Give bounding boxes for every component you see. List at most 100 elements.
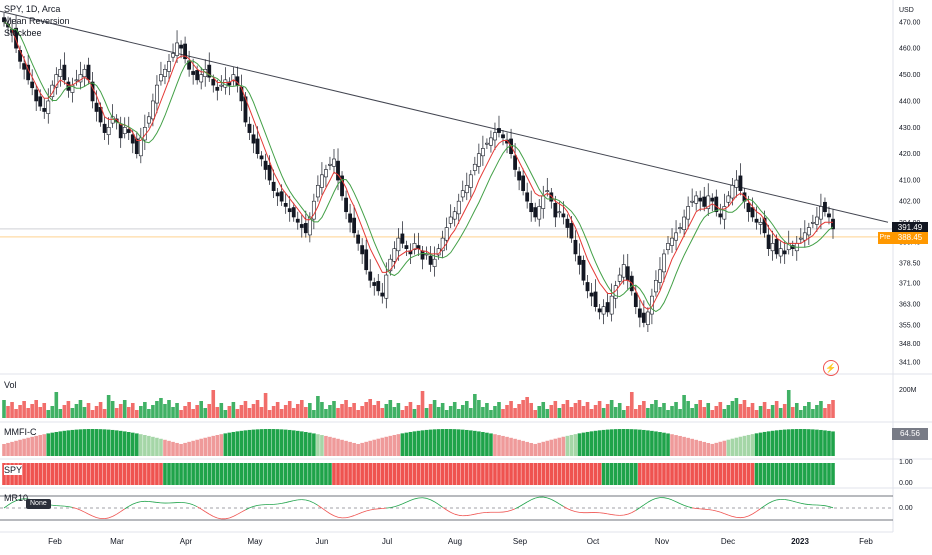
candle-body [332, 159, 335, 166]
volume-bar [199, 401, 203, 418]
ema-fast-line [4, 22, 833, 310]
volume-pane-label[interactable]: Vol [4, 380, 17, 390]
candle-body [353, 218, 356, 233]
mmfi-pane-label[interactable]: MMFI-C [4, 427, 37, 437]
volume-bar [115, 408, 119, 418]
mmfi-bar [497, 435, 501, 456]
candle-body [304, 223, 307, 232]
indicator-legend-stockbee[interactable]: Stockbee [4, 28, 42, 39]
mr10-line-segment [362, 511, 366, 512]
spy-regime-bar [586, 463, 590, 485]
candle-body [574, 240, 577, 254]
spy-regime-bar [550, 463, 554, 485]
mr10-line-segment [680, 504, 684, 506]
mr10-line-segment [330, 514, 334, 516]
volume-bar [505, 405, 509, 418]
mr10-line-segment [527, 500, 531, 502]
mmfi-bar [670, 434, 674, 456]
candle-body [192, 71, 195, 74]
mr10-line-segment [201, 509, 205, 512]
spy-regime-bar [698, 463, 702, 485]
mr10-none-tag[interactable]: None [26, 499, 51, 509]
indicator-legend-mean-reversion[interactable]: Mean Reversion [4, 16, 70, 27]
mr10-line-segment [84, 512, 88, 514]
spy-regime-bar [751, 463, 755, 485]
lightning-icon[interactable]: ⚡ [823, 360, 839, 376]
mmfi-bar [179, 444, 183, 456]
mmfi-bar [260, 429, 264, 456]
candle-body [83, 69, 86, 76]
candle-body [103, 124, 106, 132]
volume-bar [702, 407, 706, 418]
mmfi-bar [739, 437, 743, 456]
volume-bar [582, 406, 586, 418]
mr10-line-segment [451, 512, 455, 514]
volume-bar [678, 409, 682, 418]
spy-regime-bar [119, 463, 123, 485]
candle-body [63, 65, 66, 80]
volume-bar [694, 404, 698, 418]
candle-body [336, 161, 339, 180]
candle-body [578, 256, 581, 264]
mmfi-bar [340, 440, 344, 456]
mr10-line-segment [278, 503, 282, 504]
volume-bar [409, 402, 413, 418]
candle-body [47, 101, 50, 114]
volume-bar [642, 401, 646, 418]
mr10-line-segment [628, 513, 632, 515]
mr10-line-segment [394, 505, 398, 506]
volume-bar [2, 400, 6, 418]
mr10-pane-label[interactable]: MR10 [4, 493, 28, 503]
volume-bar [759, 406, 763, 418]
volume-bar [662, 403, 666, 418]
candle-body [811, 222, 814, 223]
price-tick-label: 348.00 [899, 341, 921, 348]
candle-body [377, 281, 380, 290]
candle-body [393, 249, 396, 262]
candle-body [662, 254, 665, 272]
candle-body [276, 193, 279, 196]
time-axis-label: May [247, 537, 262, 546]
spy-regime-bar [610, 463, 614, 485]
spy-regime-bar [666, 463, 670, 485]
spy-regime-bar [433, 463, 437, 485]
spy-regime-bar [304, 463, 308, 485]
mr10-line-segment [72, 507, 76, 508]
candle-body [135, 139, 138, 154]
mmfi-bar [803, 429, 807, 456]
mmfi-bar [807, 429, 811, 456]
mmfi-bar [71, 430, 75, 456]
volume-bar [791, 407, 795, 418]
spy-regime-bar [360, 463, 364, 485]
mmfi-bar [727, 440, 731, 456]
volume-bar [352, 403, 356, 418]
symbol-legend[interactable]: SPY, 1D, Arca [4, 4, 60, 15]
mr10-line-segment [402, 502, 406, 504]
volume-bar [135, 410, 139, 418]
mmfi-bar [413, 431, 417, 456]
volume-axis-label: 200M [899, 387, 917, 394]
spy-regime-bar [42, 463, 46, 485]
spy-regime-bar [356, 463, 360, 485]
spy-regime-bar [437, 463, 441, 485]
volume-bar [380, 408, 384, 418]
mmfi-bar [79, 429, 83, 456]
volume-bar [590, 409, 594, 418]
volume-bar [91, 410, 95, 418]
spy-pane-label[interactable]: SPY [4, 465, 22, 475]
mr10-line-segment [97, 518, 101, 519]
mmfi-bar [477, 431, 481, 456]
spy-regime-bar [30, 463, 34, 485]
mmfi-bar [453, 429, 457, 456]
mr10-line-segment [427, 498, 431, 499]
mr10-line-segment [153, 502, 157, 503]
mmfi-bar [248, 430, 252, 456]
time-axis-label: Sep [513, 537, 528, 546]
candle-body [602, 307, 605, 314]
mmfi-bar [574, 434, 578, 456]
mmfi-bar [10, 442, 14, 456]
volume-bar [735, 398, 739, 418]
candle-body [272, 182, 275, 190]
